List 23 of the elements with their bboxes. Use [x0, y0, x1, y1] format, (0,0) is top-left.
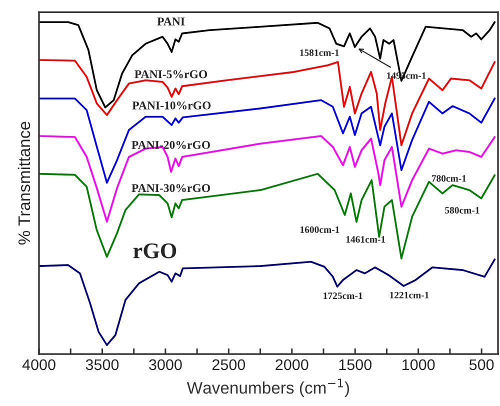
x-tick-label: 3500 — [86, 359, 119, 370]
annotation: 1461cm-1 — [346, 236, 386, 243]
series-label: PANI-10%rGO — [132, 101, 211, 110]
x-tick-label: 500 — [469, 359, 494, 370]
x-axis-title: Wavenumbers (cm$^{−1}$) — [186, 378, 350, 398]
x-tick-label: 2000 — [276, 359, 308, 370]
y-axis-title: % Transmittance — [18, 122, 30, 245]
annotation: 1725cm-1 — [324, 292, 362, 300]
annotation: 1600cm-1 — [300, 226, 340, 233]
series-label: PANI-30%rGO — [132, 184, 210, 192]
annotation: 780cm-1 — [432, 175, 466, 182]
series-label: PANI-20%rGO — [132, 140, 210, 149]
annotation: 1581cm-1 — [300, 49, 339, 56]
x-tick-label: 1500 — [339, 359, 372, 370]
series-label: PANI-5%rGO — [134, 70, 208, 78]
x-tick-label: 4000 — [22, 359, 56, 370]
series-label: PANI — [157, 18, 185, 26]
x-tick-label: 1000 — [402, 359, 435, 370]
x-tick-label: 2500 — [212, 359, 246, 370]
x-tick-label: 3000 — [149, 359, 182, 370]
series-label: rGO — [133, 243, 176, 258]
annotation: 580cm-1 — [445, 206, 480, 214]
annotation: 1221cm-1 — [390, 292, 429, 298]
